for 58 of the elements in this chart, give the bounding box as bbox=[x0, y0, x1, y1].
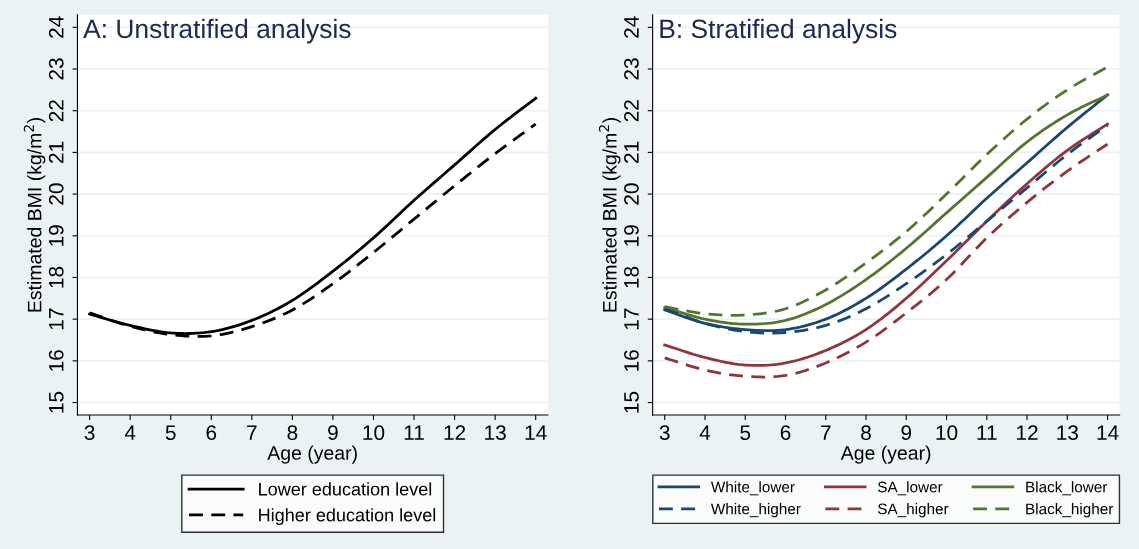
y-axis-title: Estimated BMI (kg/m$^{2}$) bbox=[598, 118, 621, 312]
x-tick-label: 3 bbox=[84, 425, 95, 441]
x-tick-label: 14 bbox=[1097, 425, 1119, 440]
y-tick-label: 19 bbox=[48, 225, 64, 246]
x-tick-label: 9 bbox=[901, 425, 912, 441]
x-tick-label: 6 bbox=[780, 425, 791, 441]
legend-label: Black_higher bbox=[1026, 503, 1114, 518]
x-tick-label: 3 bbox=[659, 425, 670, 441]
chart-title: A: Unstratified analysis bbox=[83, 18, 351, 44]
x-tick-label: 11 bbox=[404, 425, 424, 440]
x-tick-label: 5 bbox=[740, 425, 751, 441]
y-tick-label: 21 bbox=[48, 141, 64, 163]
y-tick-label: 24 bbox=[48, 16, 64, 38]
y-tick-label: 16 bbox=[48, 350, 64, 371]
x-tick-label: 4 bbox=[699, 425, 711, 440]
x-tick-label: 10 bbox=[363, 425, 385, 441]
y-tick-label: 22 bbox=[48, 100, 64, 122]
x-tick-label: 13 bbox=[485, 425, 506, 441]
y-tick-label: 22 bbox=[624, 100, 639, 122]
chart-title: B: Stratified analysis bbox=[660, 18, 897, 44]
x-tick-label: 12 bbox=[1017, 425, 1038, 440]
y-tick-label: 19 bbox=[624, 225, 639, 246]
y-tick-label: 20 bbox=[48, 183, 64, 205]
y-tick-label: 21 bbox=[624, 141, 639, 163]
x-tick-label: 14 bbox=[525, 425, 547, 440]
x-tick-label: 12 bbox=[444, 425, 466, 440]
x-tick-label: 8 bbox=[861, 425, 871, 441]
y-tick-label: 15 bbox=[49, 391, 64, 413]
x-axis-title: Age (year) bbox=[840, 445, 931, 464]
y-tick-label: 24 bbox=[624, 16, 639, 38]
x-tick-label: 9 bbox=[328, 425, 338, 441]
y-tick-label: 23 bbox=[48, 58, 64, 80]
x-tick-label: 4 bbox=[124, 425, 136, 440]
x-tick-label: 7 bbox=[247, 425, 257, 440]
y-axis-title: Estimated BMI (kg/m$^{2}$) bbox=[23, 118, 46, 312]
y-tick-label: 18 bbox=[624, 266, 639, 288]
y-tick-label: 16 bbox=[624, 350, 639, 371]
x-tick-label: 10 bbox=[936, 425, 958, 441]
legend-label: SA_higher bbox=[877, 503, 949, 518]
x-tick-label: 8 bbox=[287, 425, 298, 441]
legend-label: Lower education level bbox=[259, 482, 432, 496]
x-tick-label: 5 bbox=[165, 425, 176, 441]
x-tick-label: 13 bbox=[1057, 425, 1078, 441]
y-tick-label: 17 bbox=[49, 308, 64, 330]
x-axis-title: Age (year) bbox=[267, 445, 357, 464]
legend-label: White_lower bbox=[710, 481, 795, 496]
legend-label: Higher education level bbox=[259, 508, 436, 525]
legend-label: Black_lower bbox=[1026, 481, 1108, 496]
x-tick-label: 7 bbox=[821, 425, 831, 440]
x-tick-label: 6 bbox=[206, 425, 217, 441]
x-tick-label: 11 bbox=[977, 425, 997, 440]
y-tick-label: 18 bbox=[48, 266, 64, 288]
y-tick-label: 17 bbox=[624, 308, 639, 330]
legend-label: White_higher bbox=[710, 503, 801, 518]
y-tick-label: 15 bbox=[624, 391, 639, 413]
y-tick-label: 20 bbox=[624, 183, 639, 205]
legend-label: SA_lower bbox=[877, 481, 943, 496]
y-tick-label: 23 bbox=[624, 58, 639, 80]
